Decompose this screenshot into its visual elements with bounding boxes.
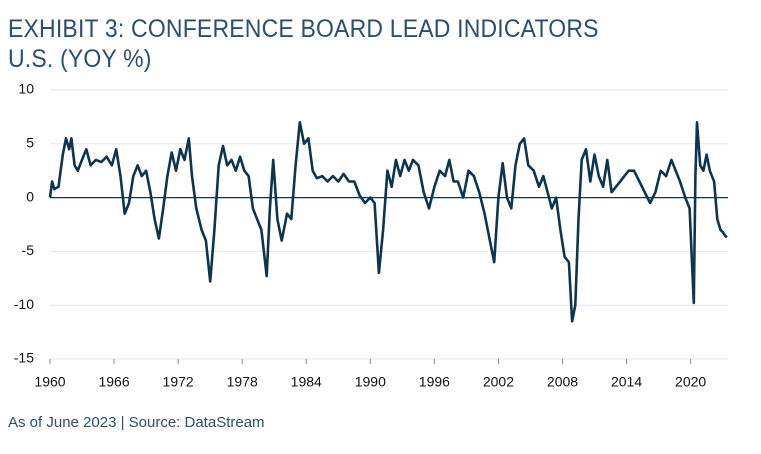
x-tick-label: 1996 [419, 374, 450, 390]
x-tick-label: 1978 [227, 374, 258, 390]
x-tick-label: 1984 [291, 374, 322, 390]
chart-title: EXHIBIT 3: CONFERENCE BOARD LEAD INDICAT… [8, 15, 599, 73]
y-tick-label: 5 [26, 135, 34, 151]
x-tick-label: 1990 [355, 374, 386, 390]
x-tick-label: 2014 [611, 374, 642, 390]
x-tick-label: 2008 [547, 374, 578, 390]
y-tick-label: -5 [22, 242, 35, 258]
y-tick-label: 0 [26, 188, 34, 204]
x-tick-label: 1966 [98, 374, 129, 390]
x-tick-label: 2020 [675, 374, 706, 390]
data-line [48, 121, 728, 323]
source-note: As of June 2023 | Source: DataStream [8, 414, 265, 431]
x-tick-label: 1960 [34, 374, 65, 390]
y-tick-label: 10 [18, 81, 34, 97]
y-tick-label: -15 [14, 350, 34, 366]
y-tick-label: -10 [14, 296, 34, 312]
x-tick-label: 2002 [483, 374, 514, 390]
x-tick-label: 1972 [163, 374, 194, 390]
